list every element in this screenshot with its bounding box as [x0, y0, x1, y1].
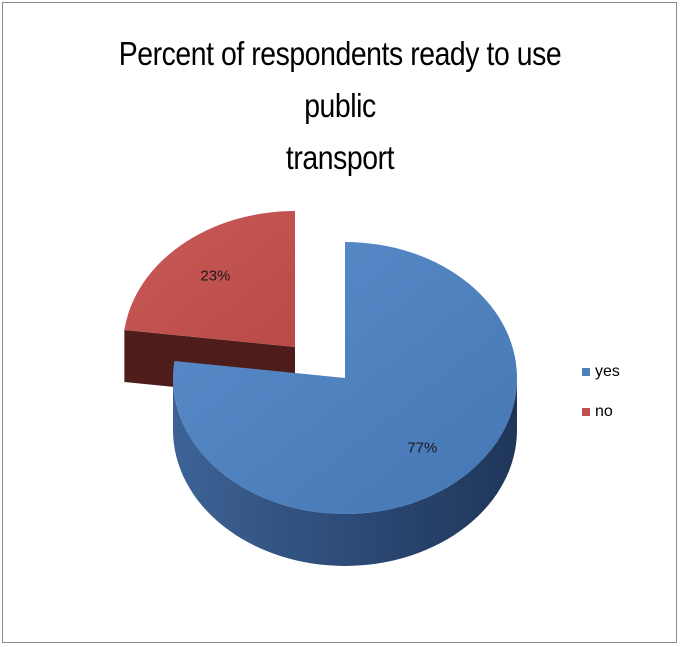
legend-label-no: no	[595, 403, 613, 420]
chart-title: Percent of respondents ready to use publ…	[82, 28, 598, 184]
legend-swatch-no	[582, 408, 590, 416]
legend-item-no: no	[582, 402, 620, 422]
pie-slices	[124, 211, 518, 566]
data-labels: 23% 77%	[200, 268, 437, 457]
data-label-no: 23%	[200, 268, 230, 285]
slice-yes	[173, 242, 518, 566]
slice-side-yes	[173, 378, 517, 566]
legend: yes no	[582, 362, 620, 442]
slice-top-yes	[173, 242, 518, 514]
data-label-yes: 77%	[407, 439, 437, 456]
chart-title-line-1: Percent of respondents ready to use publ…	[118, 35, 562, 124]
slice-top-no	[124, 211, 296, 347]
legend-item-yes: yes	[582, 362, 620, 382]
legend-swatch-yes	[582, 368, 590, 376]
legend-label-yes: yes	[595, 363, 620, 380]
chart-title-line-2: transport	[285, 139, 395, 176]
